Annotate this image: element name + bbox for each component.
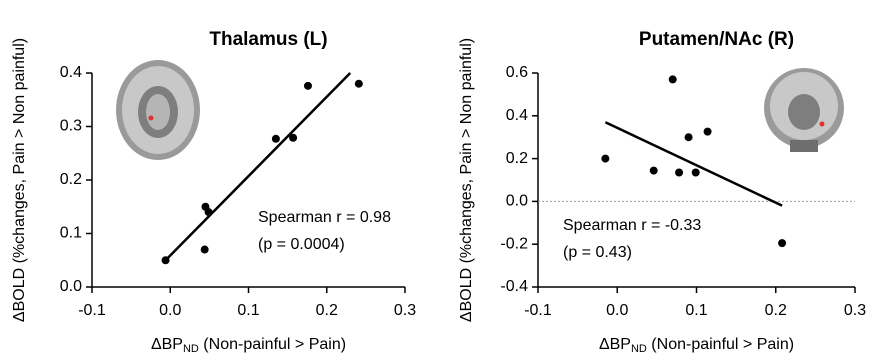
- x-tick-label: 0.0: [159, 302, 181, 319]
- chart-title: Thalamus (L): [209, 29, 327, 50]
- x-tick-label: 0.3: [844, 302, 866, 319]
- y-tick-label: 0.4: [60, 64, 82, 81]
- annotation: Spearman r = -0.33: [563, 217, 701, 234]
- point: [272, 135, 280, 143]
- y-tick-label: 0.4: [506, 107, 528, 124]
- point: [669, 75, 677, 83]
- x-label-main: ΔBP: [151, 336, 183, 353]
- chart-title: Putamen/NAc (R): [639, 29, 794, 50]
- point: [355, 80, 363, 88]
- brain-axial: [116, 60, 200, 160]
- point: [685, 133, 693, 141]
- x-tick-label: 0.2: [765, 302, 787, 319]
- point: [675, 169, 683, 177]
- x-axis-label: ΔBPND (Non-painful > Pain): [599, 336, 794, 355]
- y-axis-label: ΔBOLD (%changes, Pain > Non painful): [11, 38, 28, 322]
- x-label-main: ΔBP: [599, 336, 631, 353]
- x-tick-label: 0.1: [237, 302, 259, 319]
- x-label-sub: ND: [631, 343, 647, 355]
- x-tick-label: 0.3: [394, 302, 416, 319]
- point: [304, 82, 312, 90]
- point: [692, 169, 700, 177]
- annotation: (p = 0.43): [563, 244, 632, 261]
- x-tick-label: -0.1: [524, 302, 552, 319]
- point: [704, 128, 712, 136]
- y-tick-label: 0.1: [60, 225, 82, 242]
- annotation: Spearman r = 0.98: [258, 209, 391, 226]
- x-tick-label: 0.2: [316, 302, 338, 319]
- x-tick-label: 0.0: [606, 302, 628, 319]
- x-tick-label: -0.1: [78, 302, 106, 319]
- x-label-sub: ND: [183, 343, 199, 355]
- y-tick-label: 0.2: [506, 150, 528, 167]
- point: [778, 239, 786, 247]
- point: [601, 155, 609, 163]
- point: [162, 256, 170, 264]
- figure: Thalamus (L) 0.0 0.1 0.2 0.3 0.4 -0.1 0.0 0.1 0.2…: [0, 0, 872, 360]
- brain-coronal: [760, 68, 850, 153]
- y-tick-label: -0.4: [500, 278, 528, 295]
- point: [205, 208, 213, 216]
- point: [201, 246, 209, 254]
- y-tick-label: 0.6: [506, 64, 528, 81]
- trend-line: [605, 122, 782, 205]
- y-tick-label: 0.0: [506, 193, 528, 210]
- y-tick-label: -0.2: [500, 235, 528, 252]
- y-axis-label: ΔBOLD (%changes, Pain > Non painful): [458, 38, 475, 322]
- y-tick-label: 0.2: [60, 171, 82, 188]
- x-label-rest: (Non-painful > Pain): [647, 336, 794, 353]
- point: [289, 134, 297, 142]
- point: [650, 167, 658, 175]
- x-label-rest: (Non-painful > Pain): [199, 336, 346, 353]
- x-axis-label: ΔBPND (Non-painful > Pain): [151, 336, 346, 355]
- y-tick-label: 0.3: [60, 118, 82, 135]
- x-tick-label: 0.1: [685, 302, 707, 319]
- y-tick-label: 0.0: [60, 278, 82, 295]
- annotation: (p = 0.0004): [258, 236, 345, 253]
